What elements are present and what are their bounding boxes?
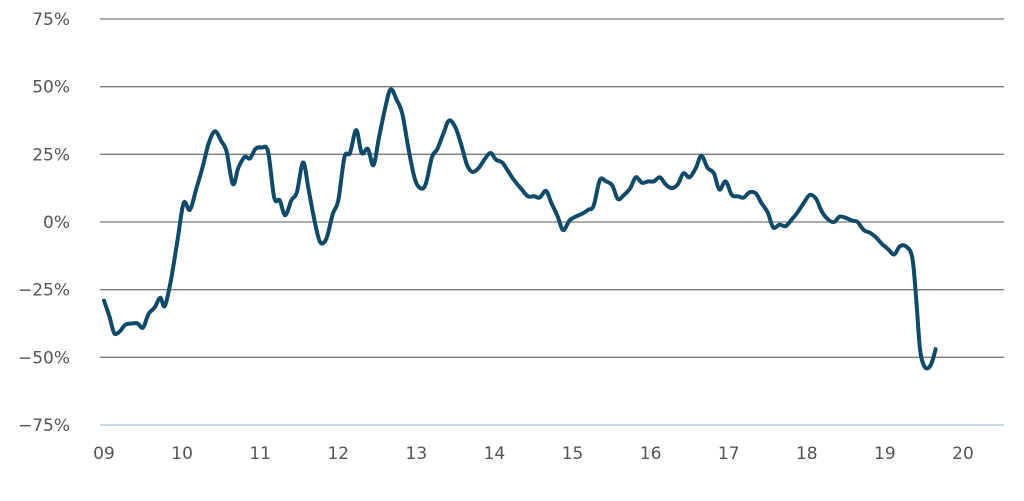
x-tick-label: 13 [406, 444, 428, 464]
y-tick-label: 75% [32, 10, 70, 30]
y-tick-label: −75% [18, 416, 70, 436]
x-tick-label: 09 [93, 444, 115, 464]
grid-lines [100, 18, 1004, 426]
x-tick-label: 18 [796, 444, 818, 464]
x-tick-label: 10 [171, 444, 193, 464]
x-tick-label: 16 [640, 444, 662, 464]
x-tick-label: 14 [484, 444, 506, 464]
x-tick-label: 19 [874, 444, 896, 464]
y-tick-label: 0% [43, 213, 70, 233]
y-tick-label: −50% [18, 348, 70, 368]
y-axis-tick-labels: 75% 50% 25% 0% −25% −50% −75% [18, 10, 70, 436]
y-tick-label: 50% [32, 78, 70, 98]
y-tick-label: 25% [32, 145, 70, 165]
x-tick-label: 20 [952, 444, 974, 464]
x-tick-label: 12 [327, 444, 349, 464]
x-axis-tick-labels: 09 10 11 12 13 14 15 16 17 18 19 20 [93, 444, 974, 464]
y-tick-label: −25% [18, 281, 70, 301]
x-tick-label: 17 [718, 444, 740, 464]
series-layer [102, 87, 938, 371]
series-line-0 [102, 87, 938, 371]
x-tick-label: 15 [562, 444, 584, 464]
x-tick-label: 11 [249, 444, 271, 464]
